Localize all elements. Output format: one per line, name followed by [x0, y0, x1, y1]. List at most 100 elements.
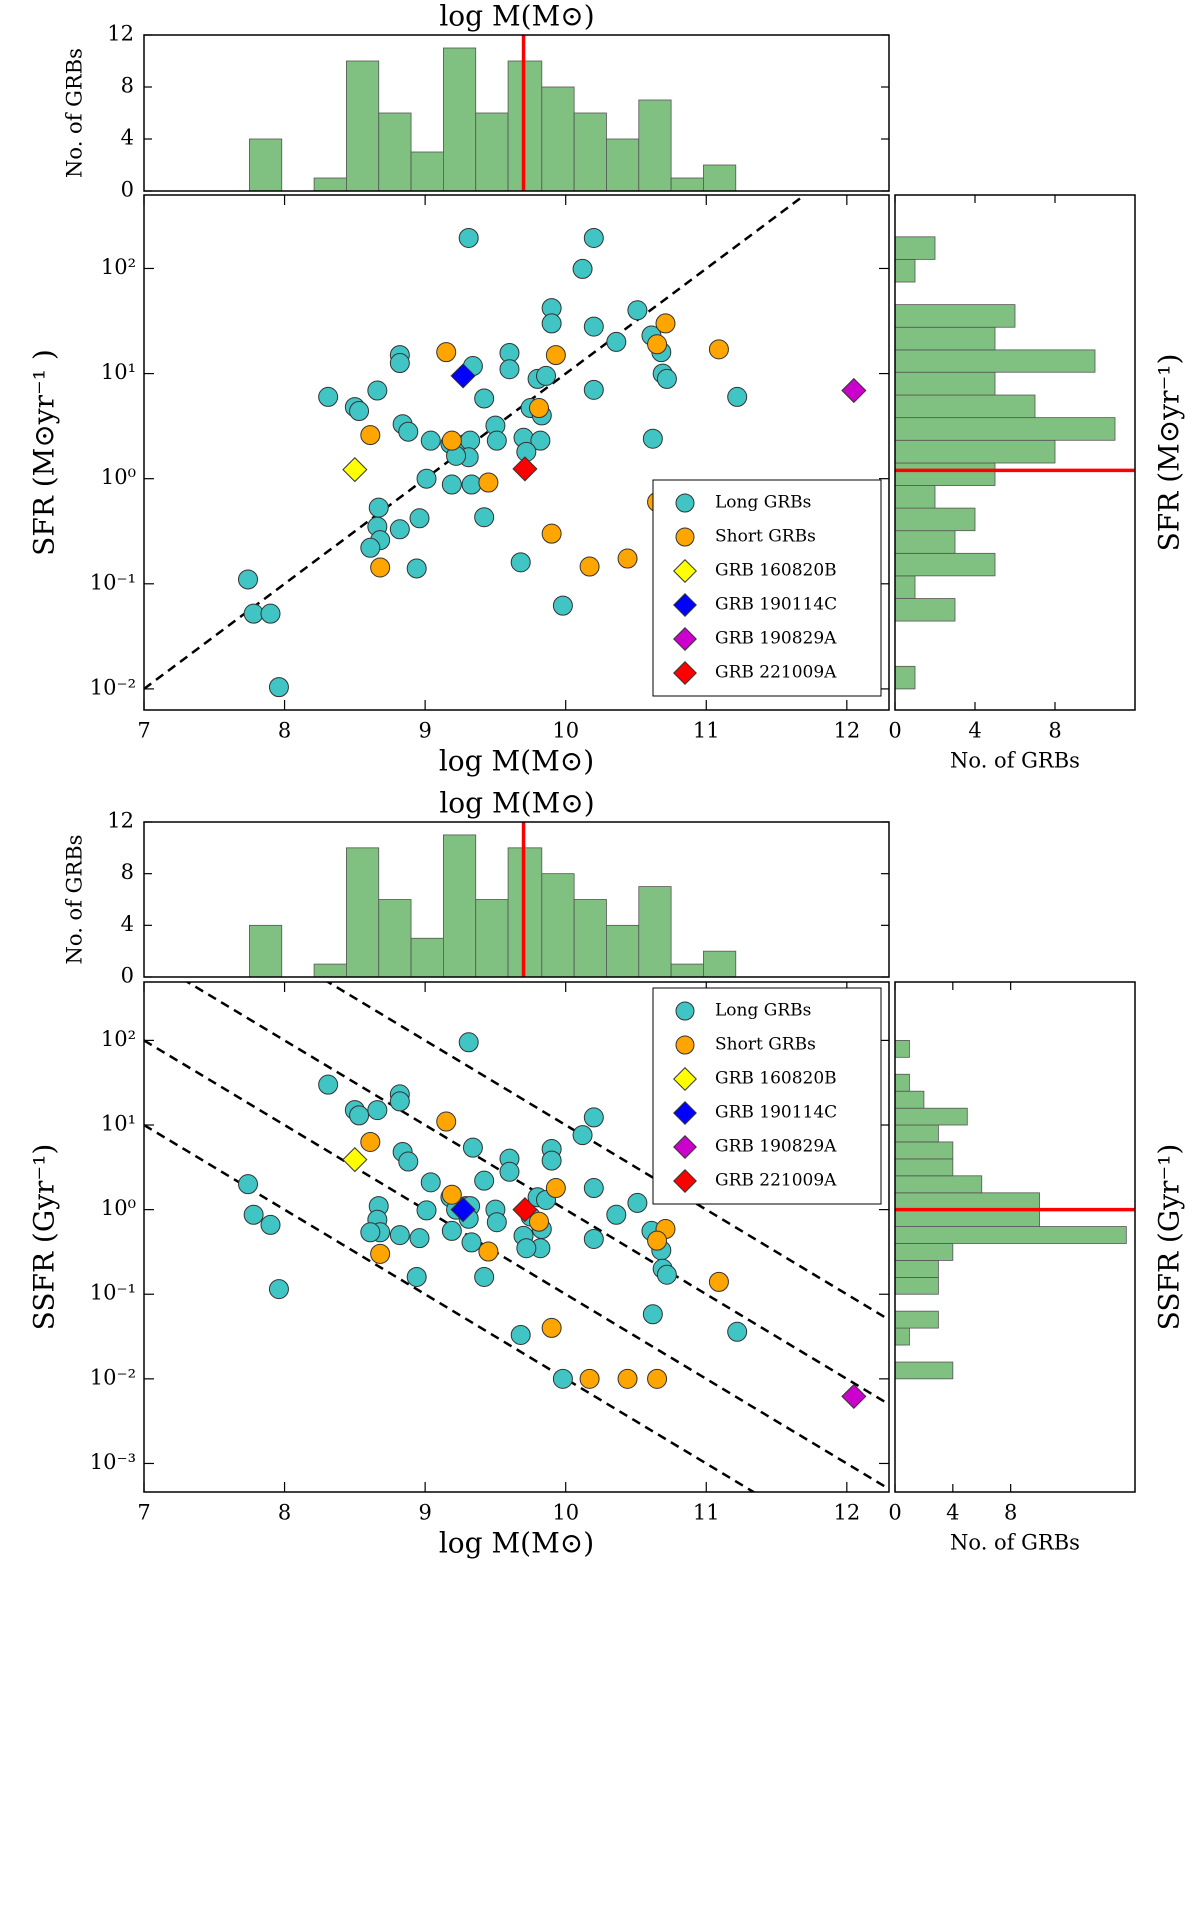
data-point [450, 1197, 476, 1223]
data-point [458, 227, 479, 248]
y-tick-label: 10⁻² [90, 1365, 136, 1389]
data-point [243, 603, 264, 624]
histogram-bar [894, 1124, 939, 1143]
x-tick-label: 9 [418, 1501, 431, 1525]
data-point [474, 1170, 495, 1191]
histogram-bar [894, 530, 956, 554]
data-point [512, 456, 538, 482]
histogram-bar [894, 394, 1036, 419]
x-tick-label: 8 [278, 719, 291, 743]
histogram-bar [606, 924, 640, 978]
data-point [420, 430, 441, 451]
y-tick-label: 0 [121, 964, 134, 988]
data-point [516, 1238, 537, 1259]
x-tick-label: 11 [693, 719, 720, 743]
histogram-bar [475, 899, 509, 978]
data-point [647, 1230, 668, 1251]
data-point [389, 519, 410, 540]
data-point [617, 548, 638, 569]
histogram-bar [313, 177, 347, 192]
histogram-bar [894, 1209, 1040, 1227]
data-point [617, 1368, 638, 1389]
y-tick-label: 0 [121, 178, 134, 202]
histogram-bar [894, 1175, 983, 1194]
histogram-bar [894, 1192, 1040, 1211]
histogram-bar [573, 899, 607, 978]
data-point [238, 569, 259, 590]
data-point [243, 1204, 264, 1225]
data-point [389, 353, 410, 374]
y-tick-label: 10⁰ [101, 465, 136, 489]
data-point [268, 1279, 289, 1300]
data-point [406, 1266, 427, 1287]
legend-box [652, 479, 882, 697]
histogram-bar [894, 1277, 939, 1295]
data-point [510, 1324, 531, 1345]
data-point [441, 1184, 462, 1205]
data-point [318, 1074, 339, 1095]
legend-marker [675, 493, 695, 513]
histogram-bar [313, 963, 347, 978]
x-tick-label: 7 [137, 719, 150, 743]
y-tick-label: 10¹ [101, 1112, 136, 1136]
histogram-bar [894, 439, 1056, 464]
histogram-bar [410, 151, 444, 192]
data-point [541, 1317, 562, 1338]
data-point [647, 334, 668, 355]
legend-label: Short GRBs [715, 527, 816, 547]
histogram-bar [346, 847, 380, 978]
data-point [655, 313, 676, 334]
data-point [545, 345, 566, 366]
legend-marker [673, 593, 697, 617]
data-point [583, 1228, 604, 1249]
data-point [583, 379, 604, 400]
legend-marker [673, 627, 697, 651]
histogram-bar [894, 371, 996, 396]
data-point [541, 313, 562, 334]
data-point [416, 468, 437, 489]
data-point [499, 1161, 520, 1182]
y-axis-label: SSFR (Gyr⁻¹) [28, 1144, 61, 1331]
x-axis-label: No. of GRBs [950, 1531, 1080, 1555]
data-point [642, 428, 663, 449]
histogram-bar [541, 86, 575, 192]
histogram-bar [573, 112, 607, 192]
data-point [474, 388, 495, 409]
data-point [536, 365, 557, 386]
x-tick-label: 10 [552, 1501, 579, 1525]
reference-line [185, 982, 889, 1406]
y-axis-label: SSFR (Gyr⁻¹) [1153, 1144, 1186, 1331]
histogram-bar [703, 950, 737, 978]
x-tick-label: 8 [1048, 719, 1061, 743]
data-point [583, 227, 604, 248]
y-tick-label: 10⁰ [101, 1196, 136, 1220]
data-point [647, 1368, 668, 1389]
data-point [552, 595, 573, 616]
histogram-bar [670, 177, 704, 192]
data-point [528, 1211, 549, 1232]
legend-marker [673, 1169, 697, 1193]
data-point [512, 1197, 538, 1223]
data-point [370, 557, 391, 578]
histogram-bar [894, 1310, 939, 1329]
histogram-bar [894, 552, 996, 577]
axes-frame [894, 194, 1136, 711]
data-point [708, 339, 729, 360]
reference-line [144, 1039, 889, 1491]
data-point [436, 342, 457, 363]
y-tick-label: 10⁻¹ [90, 570, 136, 594]
data-point [342, 457, 368, 483]
histogram-bar [894, 462, 996, 486]
histogram-bar [894, 507, 976, 532]
legend-marker [675, 1035, 695, 1055]
data-point [545, 1178, 566, 1199]
data-point [436, 1111, 457, 1132]
histogram-bar [894, 665, 916, 690]
y-tick-label: 8 [121, 860, 134, 884]
data-point [268, 677, 289, 698]
legend-marker [675, 527, 695, 547]
y-tick-label: 10¹ [101, 360, 136, 384]
axes-frame [143, 821, 890, 978]
data-point [462, 1137, 483, 1158]
data-point [260, 603, 281, 624]
